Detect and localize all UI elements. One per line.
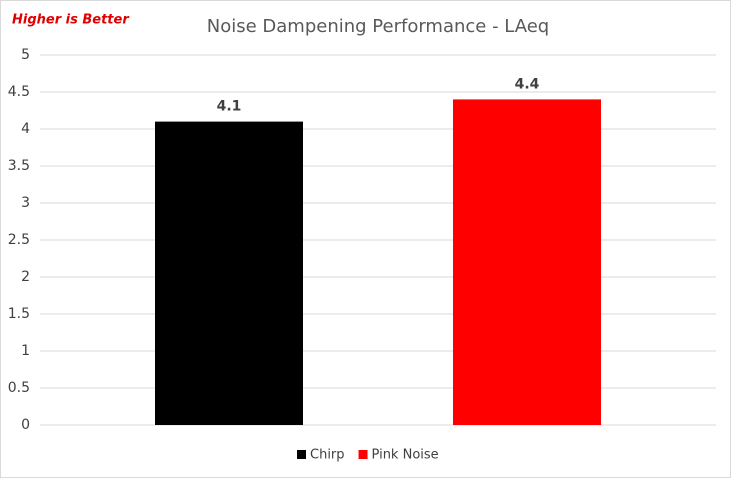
legend-label: Chirp	[310, 448, 345, 463]
legend-swatch	[297, 450, 306, 459]
y-tick-label: 5	[21, 47, 30, 63]
y-tick-label: 4	[21, 121, 30, 137]
y-tick-label: 1	[21, 343, 30, 359]
legend-swatch	[358, 450, 368, 459]
y-tick-label: 1.5	[8, 306, 30, 322]
y-tick-label: 3	[21, 195, 30, 211]
data-label: 4.1	[217, 99, 242, 115]
data-label: 4.4	[515, 76, 540, 92]
chart-title: Noise Dampening Performance - LAeq	[207, 16, 549, 37]
bar	[155, 121, 303, 425]
y-tick-label: 4.5	[8, 84, 30, 100]
bar	[453, 99, 601, 426]
y-tick-label: 3.5	[8, 158, 30, 174]
y-tick-label: 2.5	[8, 232, 30, 248]
legend-label: Pink Noise	[372, 448, 439, 463]
annotation: Higher is Better	[12, 13, 130, 28]
y-tick-label: 2	[21, 269, 30, 285]
y-tick-label: 0	[21, 417, 30, 433]
y-tick-label: 0.5	[8, 380, 30, 396]
